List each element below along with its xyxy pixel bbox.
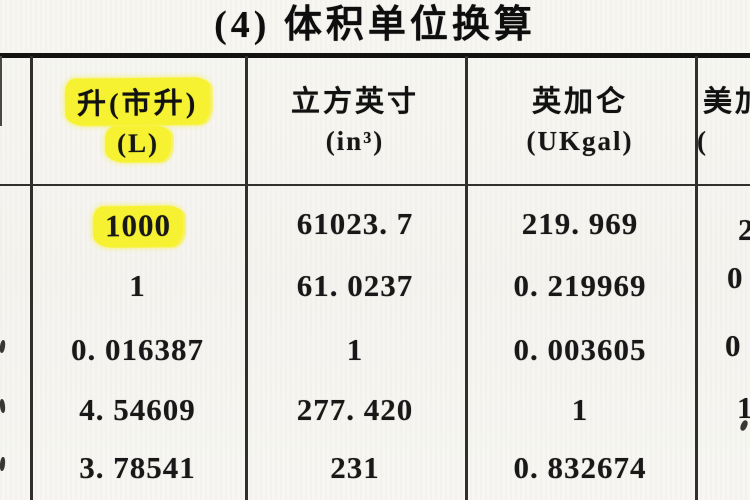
table-cell-uk-gallon-row5: 0. 832674 <box>513 450 647 485</box>
unit-us-gallon-clipped: ( <box>697 126 708 156</box>
highlight-marker: 1000 <box>92 205 183 248</box>
table-cell-liter-row3: 0. 016387 <box>71 332 204 367</box>
unit-liter: (L) <box>30 125 245 163</box>
header-cubic-inch: 立方英寸 <box>290 86 419 118</box>
table-cell-cubic-inch-row4: 277. 420 <box>296 392 414 427</box>
table-cell-us-gallon-row4-clipped: 1 <box>737 390 750 425</box>
value-1000: 1000 <box>104 207 171 244</box>
header-separator <box>0 184 750 186</box>
left-edge-line <box>0 56 2 126</box>
column-divider-4 <box>695 56 698 500</box>
highlight-marker: 升(市升) <box>64 77 211 126</box>
table-cell-us-gallon-row1-clipped: 2 <box>738 212 750 247</box>
page-title: (4) 体积单位换算 <box>214 4 536 46</box>
table-cell-uk-gallon-row2: 0. 219969 <box>513 268 647 303</box>
unit-cubic-inch: (in³) <box>325 126 385 156</box>
unit-uk-gallon: (UKgal) <box>526 126 634 156</box>
column-divider-1 <box>30 56 33 500</box>
header-liter-text: 升(市升) <box>76 87 199 121</box>
table-cell-cubic-inch-row5: 231 <box>330 450 380 485</box>
column-divider-3 <box>465 56 468 500</box>
table-cell-liter-row2: 1 <box>129 268 146 303</box>
table-cell-uk-gallon-row4: 1 <box>571 392 589 427</box>
clipped-glyph-fragment <box>0 339 6 354</box>
table-top-border <box>0 53 750 58</box>
table-cell-us-gallon-row3-clipped: 0 <box>725 328 742 363</box>
table-cell-cubic-inch-row2: 61. 0237 <box>296 268 414 303</box>
table-cell-uk-gallon-row3: 0. 003605 <box>513 332 647 367</box>
unit-liter-text: (L) <box>116 127 159 159</box>
clipped-glyph-fragment <box>0 398 6 414</box>
table-cell-cubic-inch-row1: 61023. 7 <box>296 206 414 241</box>
table-cell-uk-gallon-row1: 219. 969 <box>521 206 639 241</box>
header-uk-gallon: 英加仑 <box>531 86 628 118</box>
header-us-gallon-clipped: 美加 <box>703 86 750 118</box>
header-liter: 升(市升) <box>30 77 245 126</box>
table-cell-cubic-inch-row3: 1 <box>346 332 364 367</box>
table-cell-liter-row4: 4. 54609 <box>79 392 196 427</box>
table-cell-us-gallon-row2-clipped: 0 <box>727 260 744 295</box>
table-cell-liter-row1: 1000 <box>30 205 245 248</box>
table-cell-liter-row5: 3. 78541 <box>79 450 196 485</box>
column-divider-2 <box>245 56 248 500</box>
highlight-marker: (L) <box>104 125 171 163</box>
clipped-glyph-fragment <box>0 456 6 472</box>
